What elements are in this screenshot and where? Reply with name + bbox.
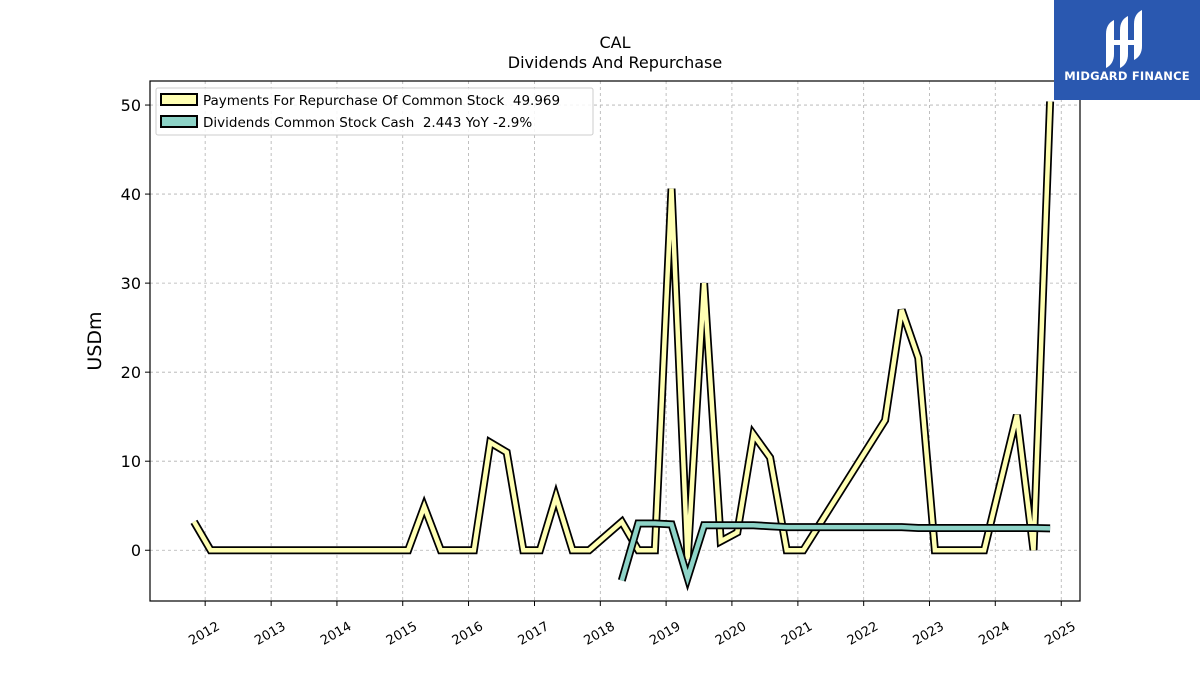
series-line-dividends (619, 521, 1051, 586)
y-tick-label: 10 (121, 452, 141, 471)
y-tick-label: 50 (121, 96, 141, 115)
series-line-outline-repurchase (190, 101, 1055, 560)
x-tick-label: 2024 (976, 619, 1012, 649)
legend-box (155, 87, 594, 136)
y-axis-label: USDm (84, 311, 106, 370)
x-tick-label: 2017 (516, 619, 552, 649)
y-tick-label: 40 (121, 185, 141, 204)
chart-title: CAL (599, 33, 630, 52)
x-tick-label: 2018 (581, 619, 617, 649)
legend: Payments For Repurchase Of Common Stock … (155, 87, 594, 136)
y-tick-label: 0 (131, 541, 141, 560)
series-dividends (617, 519, 1051, 592)
x-tick-label: 2014 (318, 619, 354, 649)
y-tick-label: 20 (121, 363, 141, 382)
series-repurchase (190, 101, 1055, 560)
plot-frame (149, 80, 1081, 602)
x-tick-label: 2020 (713, 619, 749, 649)
series-layer (190, 101, 1055, 592)
x-tick-label: 2023 (911, 619, 947, 649)
chart-subtitle: Dividends And Repurchase (508, 53, 722, 72)
brand-logo: MIDGARD FINANCE (1054, 0, 1200, 100)
x-tick-label: 2015 (384, 619, 420, 649)
legend-label-dividends: Dividends Common Stock Cash 2.443 YoY -2… (203, 115, 532, 131)
x-tick-label: 2016 (450, 619, 486, 649)
y-axis: 0 10 20 30 40 50 (121, 96, 150, 560)
series-line-repurchase (192, 101, 1053, 560)
legend-swatch-repurchase (160, 93, 198, 106)
x-axis: 2012 2013 2014 2015 2016 2017 2018 2019 2020 2021… (186, 601, 1079, 649)
x-tick-label: 2021 (779, 619, 815, 649)
x-tick-label: 2022 (845, 619, 881, 649)
x-tick-label: 2012 (186, 619, 222, 649)
legend-label-repurchase: Payments For Repurchase Of Common Stock … (203, 93, 560, 109)
logo-text: MIDGARD FINANCE (1064, 69, 1190, 83)
logo-mark-icon (1106, 10, 1142, 68)
legend-swatch-dividends (160, 115, 198, 128)
x-tick-label: 2013 (252, 619, 288, 649)
y-tick-label: 30 (121, 274, 141, 293)
x-tick-label: 2025 (1042, 619, 1078, 649)
x-tick-label: 2019 (647, 619, 683, 649)
